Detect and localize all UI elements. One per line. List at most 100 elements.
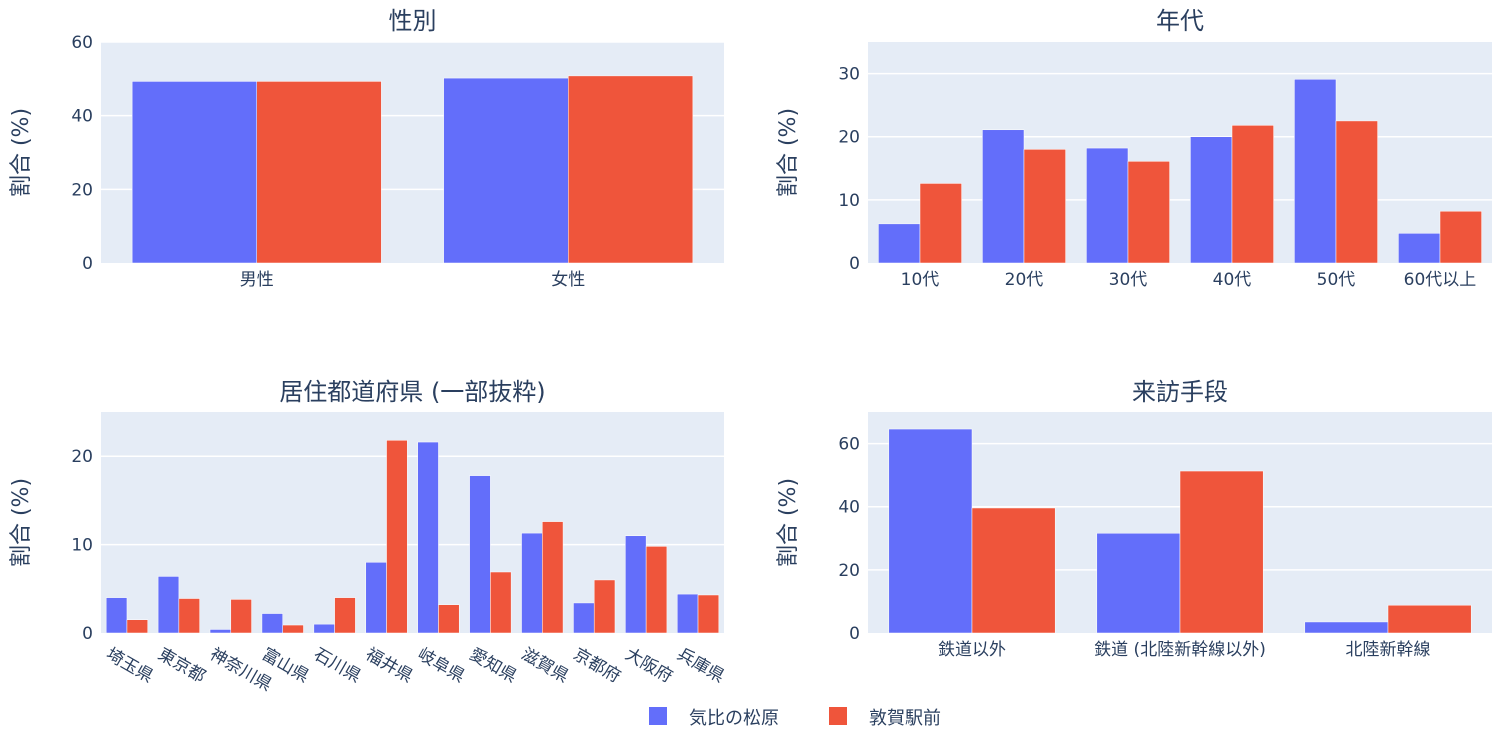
y-tick-label: 10 — [71, 536, 93, 556]
x-tick-label: 50代 — [1317, 270, 1356, 290]
bar-series1[interactable] — [261, 613, 283, 634]
plot-area — [868, 42, 1492, 263]
legend-label-series2[interactable]: 敦賀駅前 — [869, 708, 941, 729]
bar-series1[interactable] — [1304, 621, 1389, 634]
bar-series2[interactable] — [334, 597, 356, 634]
x-tick-label: 滋賀県 — [518, 644, 572, 687]
bar-series1[interactable] — [982, 129, 1025, 264]
bar-series1[interactable] — [157, 576, 180, 634]
chart-prefecture: 01020埼玉県東京都神奈川県富山県石川県福井県岐阜県愛知県滋賀県京都府大阪府兵… — [9, 378, 728, 696]
bar-series2[interactable] — [490, 571, 512, 634]
bar-series1[interactable] — [443, 77, 569, 264]
legend-swatch-series2[interactable] — [829, 707, 847, 725]
x-tick-label: 女性 — [551, 270, 585, 290]
bar-series1[interactable] — [1398, 233, 1441, 264]
bar-series2[interactable] — [282, 624, 304, 634]
bar-series1[interactable] — [573, 602, 595, 634]
bar-series1[interactable] — [365, 562, 387, 634]
y-tick-label: 10 — [838, 191, 860, 211]
bar-series1[interactable] — [417, 441, 439, 634]
chart-title: 居住都道府県 (一部抜粋) — [279, 378, 545, 406]
x-tick-label: 岐阜県 — [414, 644, 468, 687]
x-tick-label: 埼玉県 — [102, 644, 156, 687]
legend[interactable]: 気比の松原 敦賀駅前 — [649, 707, 941, 729]
bar-series2[interactable] — [126, 619, 148, 634]
chart-title: 年代 — [1156, 7, 1204, 35]
chart-title: 性別 — [389, 7, 437, 35]
bar-series1[interactable] — [625, 535, 647, 634]
bar-series1[interactable] — [469, 475, 491, 634]
x-tick-label: 10代 — [901, 270, 940, 290]
x-tick-label: 兵庫県 — [674, 644, 728, 687]
chart-title: 来訪手段 — [1132, 378, 1228, 406]
bar-series1[interactable] — [1190, 136, 1233, 264]
y-tick-label: 60 — [71, 33, 93, 53]
bar-series1[interactable] — [677, 593, 699, 634]
y-tick-label: 20 — [838, 128, 860, 148]
bar-series2[interactable] — [386, 440, 408, 634]
bar-series2[interactable] — [1023, 149, 1066, 264]
bar-series2[interactable] — [593, 579, 616, 634]
y-tick-label: 0 — [849, 254, 860, 274]
bar-series2[interactable] — [1439, 210, 1482, 264]
y-axis-label: 割合 (%) — [776, 108, 801, 197]
x-tick-label: 京都府 — [570, 644, 624, 687]
bar-series2[interactable] — [568, 75, 694, 264]
bar-series2[interactable] — [1127, 161, 1170, 264]
x-tick-label: 30代 — [1109, 270, 1148, 290]
y-tick-label: 0 — [849, 624, 860, 644]
bar-series1[interactable] — [521, 532, 543, 634]
bar-series2[interactable] — [1231, 125, 1274, 264]
x-tick-label: 鉄道以外 — [938, 640, 1006, 660]
legend-swatch-series1[interactable] — [649, 707, 667, 725]
x-tick-label: 男性 — [240, 270, 274, 290]
bar-series1[interactable] — [313, 623, 335, 634]
bar-series1[interactable] — [1096, 532, 1181, 634]
bar-series1[interactable] — [888, 428, 973, 634]
y-tick-label: 20 — [71, 180, 93, 200]
plot-area — [101, 412, 724, 633]
bar-series1[interactable] — [1294, 79, 1337, 264]
y-tick-label: 40 — [71, 107, 93, 127]
x-tick-label: 大阪府 — [622, 644, 676, 687]
bar-series2[interactable] — [1335, 120, 1378, 264]
bar-series1[interactable] — [1086, 147, 1129, 264]
bar-series1[interactable] — [878, 223, 921, 264]
bar-series2[interactable] — [697, 594, 720, 634]
y-tick-label: 20 — [838, 561, 860, 581]
y-axis-label: 割合 (%) — [9, 478, 34, 567]
y-tick-label: 0 — [82, 624, 93, 644]
bar-series1[interactable] — [105, 597, 128, 634]
bar-series2[interactable] — [230, 599, 252, 634]
x-tick-label: 東京都 — [154, 644, 208, 687]
legend-label-series1[interactable]: 気比の松原 — [689, 708, 779, 729]
bar-series2[interactable] — [645, 546, 668, 634]
x-tick-label: 石川県 — [310, 644, 364, 687]
bar-series1[interactable] — [131, 81, 257, 264]
y-tick-label: 40 — [838, 498, 860, 518]
x-tick-label: 40代 — [1213, 270, 1252, 290]
bar-series1[interactable] — [209, 629, 232, 634]
x-tick-label: 福井県 — [362, 644, 416, 687]
y-tick-label: 0 — [82, 254, 93, 274]
bar-series2[interactable] — [178, 598, 200, 634]
bar-series2[interactable] — [1387, 604, 1472, 634]
y-tick-label: 20 — [71, 447, 93, 467]
x-tick-label: 60代以上 — [1404, 270, 1477, 290]
bar-series2[interactable] — [542, 521, 564, 634]
bar-series2[interactable] — [971, 507, 1056, 634]
bar-series2[interactable] — [438, 604, 460, 634]
y-axis-label: 割合 (%) — [776, 478, 801, 567]
bar-series2[interactable] — [256, 81, 382, 264]
x-tick-label: 鉄道 (北陸新幹線以外) — [1094, 639, 1266, 660]
y-axis-label: 割合 (%) — [9, 108, 34, 197]
x-tick-label: 20代 — [1005, 270, 1044, 290]
y-tick-label: 30 — [838, 65, 860, 85]
bar-series2[interactable] — [1179, 470, 1264, 634]
bar-series2[interactable] — [919, 183, 962, 264]
y-tick-label: 60 — [838, 435, 860, 455]
